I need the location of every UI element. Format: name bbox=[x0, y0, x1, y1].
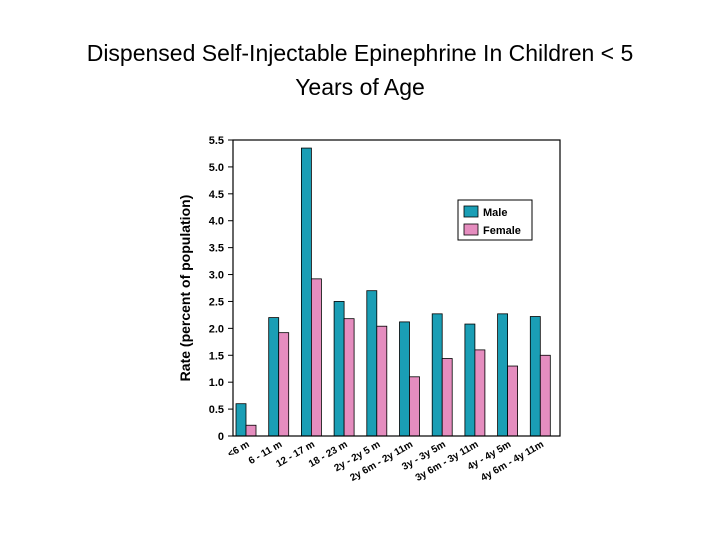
female-bar bbox=[245, 424, 257, 437]
male-bar bbox=[497, 313, 509, 437]
y-tick-label: 2.5 bbox=[209, 296, 224, 308]
male-bar bbox=[464, 323, 476, 437]
legend-label-female: Female bbox=[483, 225, 521, 237]
female-bar bbox=[507, 365, 519, 437]
female-bar bbox=[539, 354, 551, 437]
y-tick-label: 3.5 bbox=[209, 243, 224, 255]
female-bar bbox=[310, 278, 322, 437]
female-bar bbox=[441, 358, 453, 437]
y-tick-label: 1.0 bbox=[209, 377, 224, 389]
legend-swatch-female bbox=[463, 223, 479, 236]
y-ticks-group: 0 0.5 1.0 1.5 2.0 2.5 3.0 3.5 4.0 4.5 5.0 5.5 bbox=[209, 135, 233, 443]
female-bar bbox=[278, 332, 290, 437]
y-tick-label: 5.5 bbox=[209, 135, 224, 147]
male-bar bbox=[235, 403, 247, 437]
y-tick-label: 1.5 bbox=[209, 350, 224, 362]
male-bar bbox=[529, 316, 541, 437]
male-bar bbox=[399, 321, 410, 437]
y-tick-label: 0 bbox=[218, 431, 224, 443]
plot-frame bbox=[232, 139, 561, 437]
slide-title-line-2: Years of Age bbox=[295, 74, 425, 100]
y-tick-label: 4.0 bbox=[209, 216, 224, 228]
y-tick-label: 5.0 bbox=[209, 162, 224, 174]
y-tick-label: 0.5 bbox=[209, 404, 224, 416]
x-ticks-group: <6 m6 - 11 m12 - 17 m18 - 23 m2y - 2y 5 … bbox=[226, 439, 546, 484]
bars-group bbox=[235, 147, 551, 437]
male-bar bbox=[431, 313, 443, 437]
female-bar bbox=[474, 349, 486, 437]
male-bar bbox=[333, 301, 345, 437]
legend-label-male: Male bbox=[483, 207, 507, 219]
female-bar bbox=[376, 325, 388, 437]
legend-swatch-male bbox=[463, 205, 479, 218]
male-bar bbox=[268, 317, 280, 437]
y-axis-label: Rate (percent of population) bbox=[177, 195, 193, 382]
slide-title-line-1: Dispensed Self-Injectable Epinephrine In… bbox=[86, 40, 634, 66]
y-tick-label: 2.0 bbox=[209, 323, 224, 335]
male-bar bbox=[366, 290, 378, 437]
female-bar bbox=[343, 318, 355, 437]
male-bar bbox=[300, 147, 312, 437]
slide-title: Dispensed Self-Injectable Epinephrine In… bbox=[40, 36, 680, 104]
female-bar bbox=[409, 376, 420, 437]
y-tick-label: 3.0 bbox=[209, 270, 224, 282]
y-tick-label: 4.5 bbox=[209, 189, 224, 201]
chart-svg: 0 0.5 1.0 1.5 2.0 2.5 3.0 3.5 4.0 4.5 5.0 5.5 <6 m6… bbox=[177, 135, 561, 484]
legend: Male Female bbox=[457, 199, 533, 241]
